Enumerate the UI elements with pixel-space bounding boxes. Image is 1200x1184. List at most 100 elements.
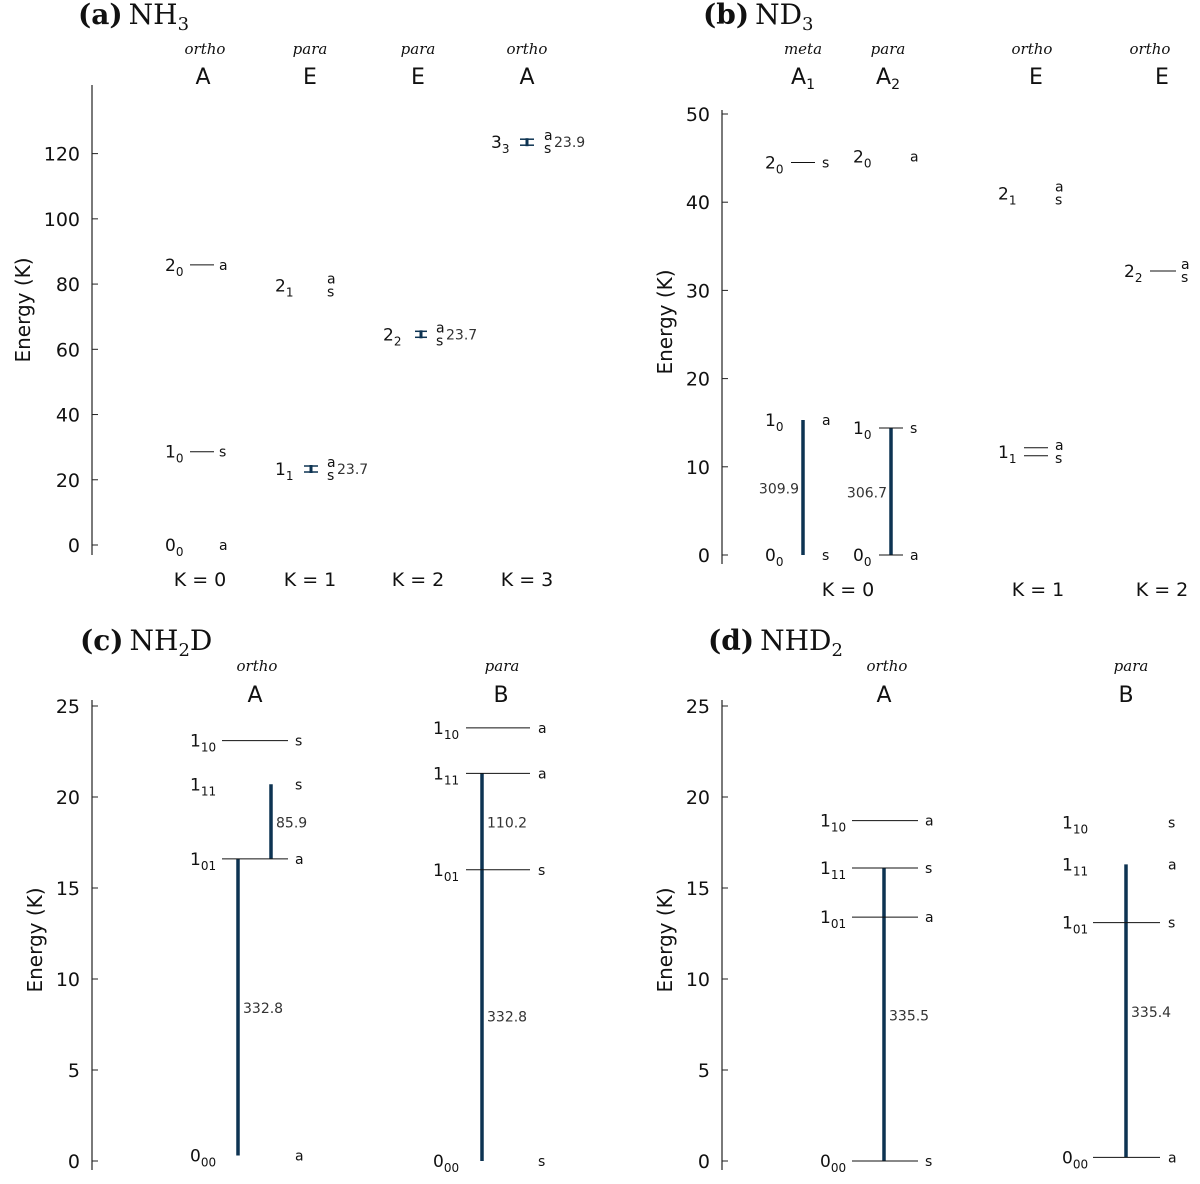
parity-label: s (538, 1154, 545, 1170)
level-label: 101 (1062, 914, 1088, 937)
level-label: 101 (820, 908, 846, 931)
y-tick-label: 0 (698, 1151, 710, 1173)
level-label: 000 (190, 1147, 216, 1170)
y-axis-label: Energy (K) (11, 257, 35, 362)
level-label: 10 (165, 443, 183, 466)
level-label: 111 (820, 859, 846, 882)
panel-a: (a) NH3 0 20 40 60 80 100 120 Energy (K) ortho Apar… (11, 0, 585, 591)
level-label: 11 (275, 460, 293, 483)
spin-symmetry-label: para (293, 40, 328, 58)
k-label: K = 1 (284, 569, 337, 591)
parity-label: s (822, 156, 829, 172)
symmetry-class-label: B (1118, 683, 1133, 708)
y-tick-label: 25 (56, 696, 80, 718)
transition-frequency: 335.5 (889, 1008, 929, 1024)
y-tick-label: 15 (686, 878, 710, 900)
k-label: K = 0 (822, 579, 875, 601)
parity-label: s (327, 468, 334, 484)
level-label: 22 (1124, 262, 1142, 285)
parity-label: s (1181, 270, 1188, 286)
y-tick-label: 20 (686, 369, 710, 391)
parity-label: s (1055, 192, 1062, 208)
panel-title: (a) NH3 (78, 0, 189, 35)
parity-label: s (910, 421, 917, 437)
level-label: 111 (433, 764, 459, 787)
parity-label: s (544, 141, 551, 157)
y-tick-label: 40 (56, 405, 80, 427)
spin-symmetry-label: para (1114, 657, 1149, 675)
level-label: 11 (998, 443, 1016, 466)
level-label: 110 (433, 719, 459, 742)
symmetry-class-label: A (876, 683, 891, 708)
parity-label: a (910, 548, 919, 564)
k-label: K = 2 (392, 569, 445, 591)
symmetry-class-label: A2 (876, 65, 900, 93)
level-label: 33 (491, 133, 509, 156)
symmetry-class-label: E (1155, 65, 1169, 90)
spin-symmetry-label: meta (784, 40, 822, 58)
transition-frequency: 85.9 (276, 816, 307, 832)
symmetry-class-label: E (1029, 65, 1043, 90)
level-label: 10 (765, 411, 783, 434)
transition-frequency: 23.7 (446, 327, 477, 343)
parity-label: a (822, 413, 831, 429)
symmetry-class-label: A (519, 65, 534, 90)
parity-label: a (295, 1149, 304, 1165)
y-tick-label: 80 (56, 274, 80, 296)
transition-frequency: 306.7 (847, 485, 887, 501)
parity-label: a (538, 721, 547, 737)
y-axis-label: Energy (K) (23, 887, 47, 992)
y-tick-label: 10 (686, 969, 710, 991)
parity-label: a (1168, 1150, 1177, 1166)
parity-label: a (219, 538, 228, 554)
y-tick-label: 20 (56, 470, 80, 492)
parity-label: s (925, 861, 932, 877)
y-tick-label: 5 (698, 1060, 710, 1082)
symmetry-class-label: E (303, 65, 317, 90)
k-label: K = 3 (501, 569, 554, 591)
symmetry-class-label: A1 (791, 65, 815, 93)
k-label: K = 0 (174, 569, 227, 591)
y-tick-label: 100 (44, 209, 80, 231)
panel-title: (b) ND3 (703, 0, 813, 35)
level-label: 20 (165, 256, 183, 279)
spin-symmetry-label: ortho (1012, 40, 1053, 58)
level-label: 000 (820, 1152, 846, 1175)
parity-label: a (910, 149, 919, 165)
panel-title: (c) NH2D (80, 624, 212, 661)
parity-label: s (1168, 916, 1175, 932)
spin-symmetry-label: para (485, 657, 520, 675)
y-tick-label: 15 (56, 878, 80, 900)
parity-label: a (1168, 857, 1177, 873)
symmetry-class-label: A (247, 683, 262, 708)
parity-label: s (538, 863, 545, 879)
level-label: 110 (190, 732, 216, 755)
k-label: K = 2 (1136, 579, 1189, 601)
panel-b: (b) ND3 0 10 20 30 40 50 Energy (K) meta A1 para A2 o… (653, 0, 1190, 601)
transition-frequency: 23.7 (337, 462, 368, 478)
parity-label: s (295, 734, 302, 750)
level-label: 20 (765, 154, 783, 177)
y-tick-label: 0 (698, 545, 710, 567)
y-tick-label: 120 (44, 144, 80, 166)
level-label: 00 (853, 546, 871, 569)
parity-label: s (1055, 451, 1062, 467)
y-tick-label: 10 (686, 457, 710, 479)
parity-label: s (219, 445, 226, 461)
y-tick-label: 50 (686, 104, 710, 126)
k-label: K = 1 (1012, 579, 1065, 601)
energy-level-diagram-figure: (a) NH3020406080100120Energy (K)orthoApar… (0, 0, 1200, 1184)
level-label: 21 (275, 277, 293, 300)
spin-symmetry-label: ortho (185, 40, 226, 58)
y-axis-label: Energy (K) (653, 887, 677, 992)
parity-label: s (327, 285, 334, 301)
level-label: 110 (1062, 813, 1088, 836)
parity-label: a (925, 910, 934, 926)
level-label: 101 (190, 850, 216, 873)
level-label: 00 (165, 536, 183, 559)
parity-label: s (925, 1154, 932, 1170)
y-tick-label: 40 (686, 192, 710, 214)
spin-symmetry-label: para (401, 40, 436, 58)
parity-label: s (436, 333, 443, 349)
transition-frequency: 335.4 (1131, 1005, 1171, 1021)
